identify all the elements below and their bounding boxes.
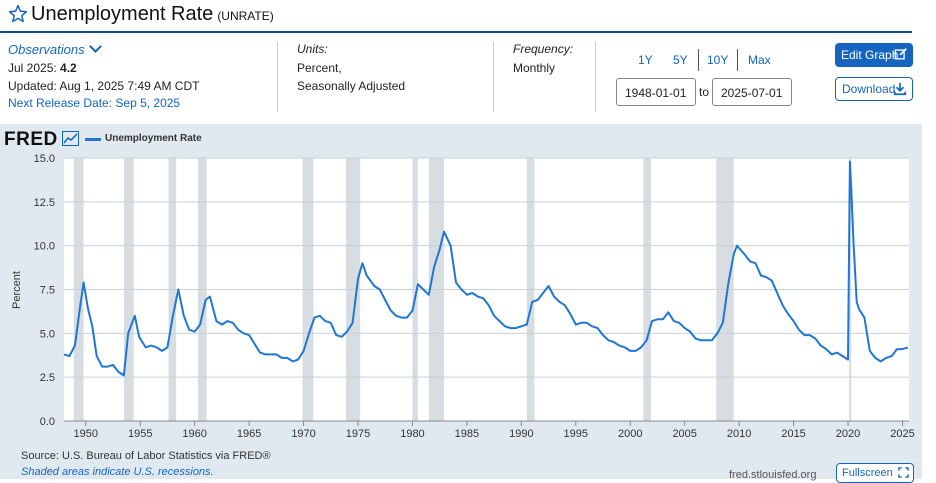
x-axis-ticks: 1950 1955 1960 1965 1970 1975 1980 1985 1990 1995… xyxy=(64,420,915,440)
x-tick-label: 2025 xyxy=(890,428,914,440)
column-divider xyxy=(595,42,596,112)
latest-observation: Jul 2025: 4.2 xyxy=(8,61,77,75)
edit-icon xyxy=(894,48,907,60)
recession-note-link[interactable]: Shaded areas indicate U.S. recessions. xyxy=(21,466,214,478)
y-tick-label: 12.5 xyxy=(34,197,55,209)
graph-icon xyxy=(62,131,79,146)
x-tick-label: 2020 xyxy=(836,428,860,440)
x-tick-label: 1985 xyxy=(455,428,479,440)
fullscreen-label: Fullscreen xyxy=(842,467,893,479)
range-10y-button[interactable]: 10Y xyxy=(707,53,729,67)
series-line xyxy=(63,160,909,377)
edit-graph-button[interactable]: Edit Graph xyxy=(835,43,913,67)
units-line-1: Percent, xyxy=(297,61,342,75)
header-divider xyxy=(0,31,912,33)
frequency-label: Frequency: xyxy=(513,42,574,56)
download-button[interactable]: Download xyxy=(835,77,913,101)
y-tick-label: 10.0 xyxy=(34,241,55,253)
x-tick-label: 2015 xyxy=(781,428,805,440)
page-header: Unemployment Rate (UNRATE) xyxy=(0,0,936,34)
source-note: Source: U.S. Bureau of Labor Statistics … xyxy=(21,450,271,462)
edit-graph-label: Edit Graph xyxy=(841,48,899,62)
series-title: Unemployment Rate xyxy=(31,3,214,25)
start-date-input[interactable]: 1948-01-01 xyxy=(616,78,696,106)
observations-toggle[interactable]: Observations xyxy=(8,40,102,57)
site-url: fred.stlouisfed.org xyxy=(729,469,817,481)
legend-swatch xyxy=(85,138,101,141)
units-label: Units: xyxy=(297,42,328,56)
star-icon[interactable] xyxy=(8,4,28,24)
y-tick-label: 5.0 xyxy=(40,328,55,340)
range-1y-button[interactable]: 1Y xyxy=(638,53,653,67)
frequency-value: Monthly xyxy=(513,61,556,75)
x-tick-label: 1955 xyxy=(128,428,152,440)
x-tick-label: 2005 xyxy=(672,428,696,440)
legend-label: Unemployment Rate xyxy=(105,133,202,144)
y-tick-label: 2.5 xyxy=(40,372,55,384)
updated-timestamp: Updated: Aug 1, 2025 7:49 AM CDT xyxy=(8,79,200,93)
y-axis-label: Percent xyxy=(11,271,23,309)
y-axis-ticks: 0.0 2.5 5.0 7.5 10.0 12.5 15.0 xyxy=(34,153,55,428)
end-date-input[interactable]: 2025-07-01 xyxy=(712,78,792,106)
fullscreen-icon xyxy=(898,467,909,478)
date-range-to: to xyxy=(699,85,710,99)
units-line-2: Seasonally Adjusted xyxy=(297,79,406,93)
x-tick-label: 1960 xyxy=(182,428,206,440)
series-code: (UNRATE) xyxy=(217,9,274,23)
download-label: Download xyxy=(842,82,896,96)
x-tick-label: 1965 xyxy=(237,428,261,440)
x-tick-label: 1970 xyxy=(291,428,315,440)
x-tick-label: 2010 xyxy=(727,428,751,440)
y-tick-label: 7.5 xyxy=(40,285,55,297)
y-tick-label: 15.0 xyxy=(34,153,55,165)
x-tick-label: 1980 xyxy=(400,428,424,440)
download-icon xyxy=(893,82,907,96)
x-tick-label: 1975 xyxy=(346,428,370,440)
latest-period: Jul 2025: xyxy=(8,61,57,75)
latest-value: 4.2 xyxy=(60,61,77,75)
x-tick-label: 1950 xyxy=(74,428,98,440)
range-separator xyxy=(737,49,738,71)
observations-label[interactable]: Observations xyxy=(8,42,85,57)
range-max-button[interactable]: Max xyxy=(748,53,771,67)
page-title: Unemployment Rate (UNRATE) xyxy=(31,3,274,26)
x-tick-label: 1990 xyxy=(509,428,533,440)
range-5y-button[interactable]: 5Y xyxy=(673,53,688,67)
next-release-link[interactable]: Next Release Date: Sep 5, 2025 xyxy=(8,96,181,110)
x-tick-label: 1995 xyxy=(564,428,588,440)
column-divider xyxy=(277,42,278,112)
x-tick-label: 2000 xyxy=(618,428,642,440)
column-divider xyxy=(493,42,494,112)
fullscreen-button[interactable]: Fullscreen xyxy=(836,463,914,483)
range-separator xyxy=(698,49,699,71)
y-tick-label: 0.0 xyxy=(40,416,55,428)
fred-logo: FRED xyxy=(4,129,58,150)
